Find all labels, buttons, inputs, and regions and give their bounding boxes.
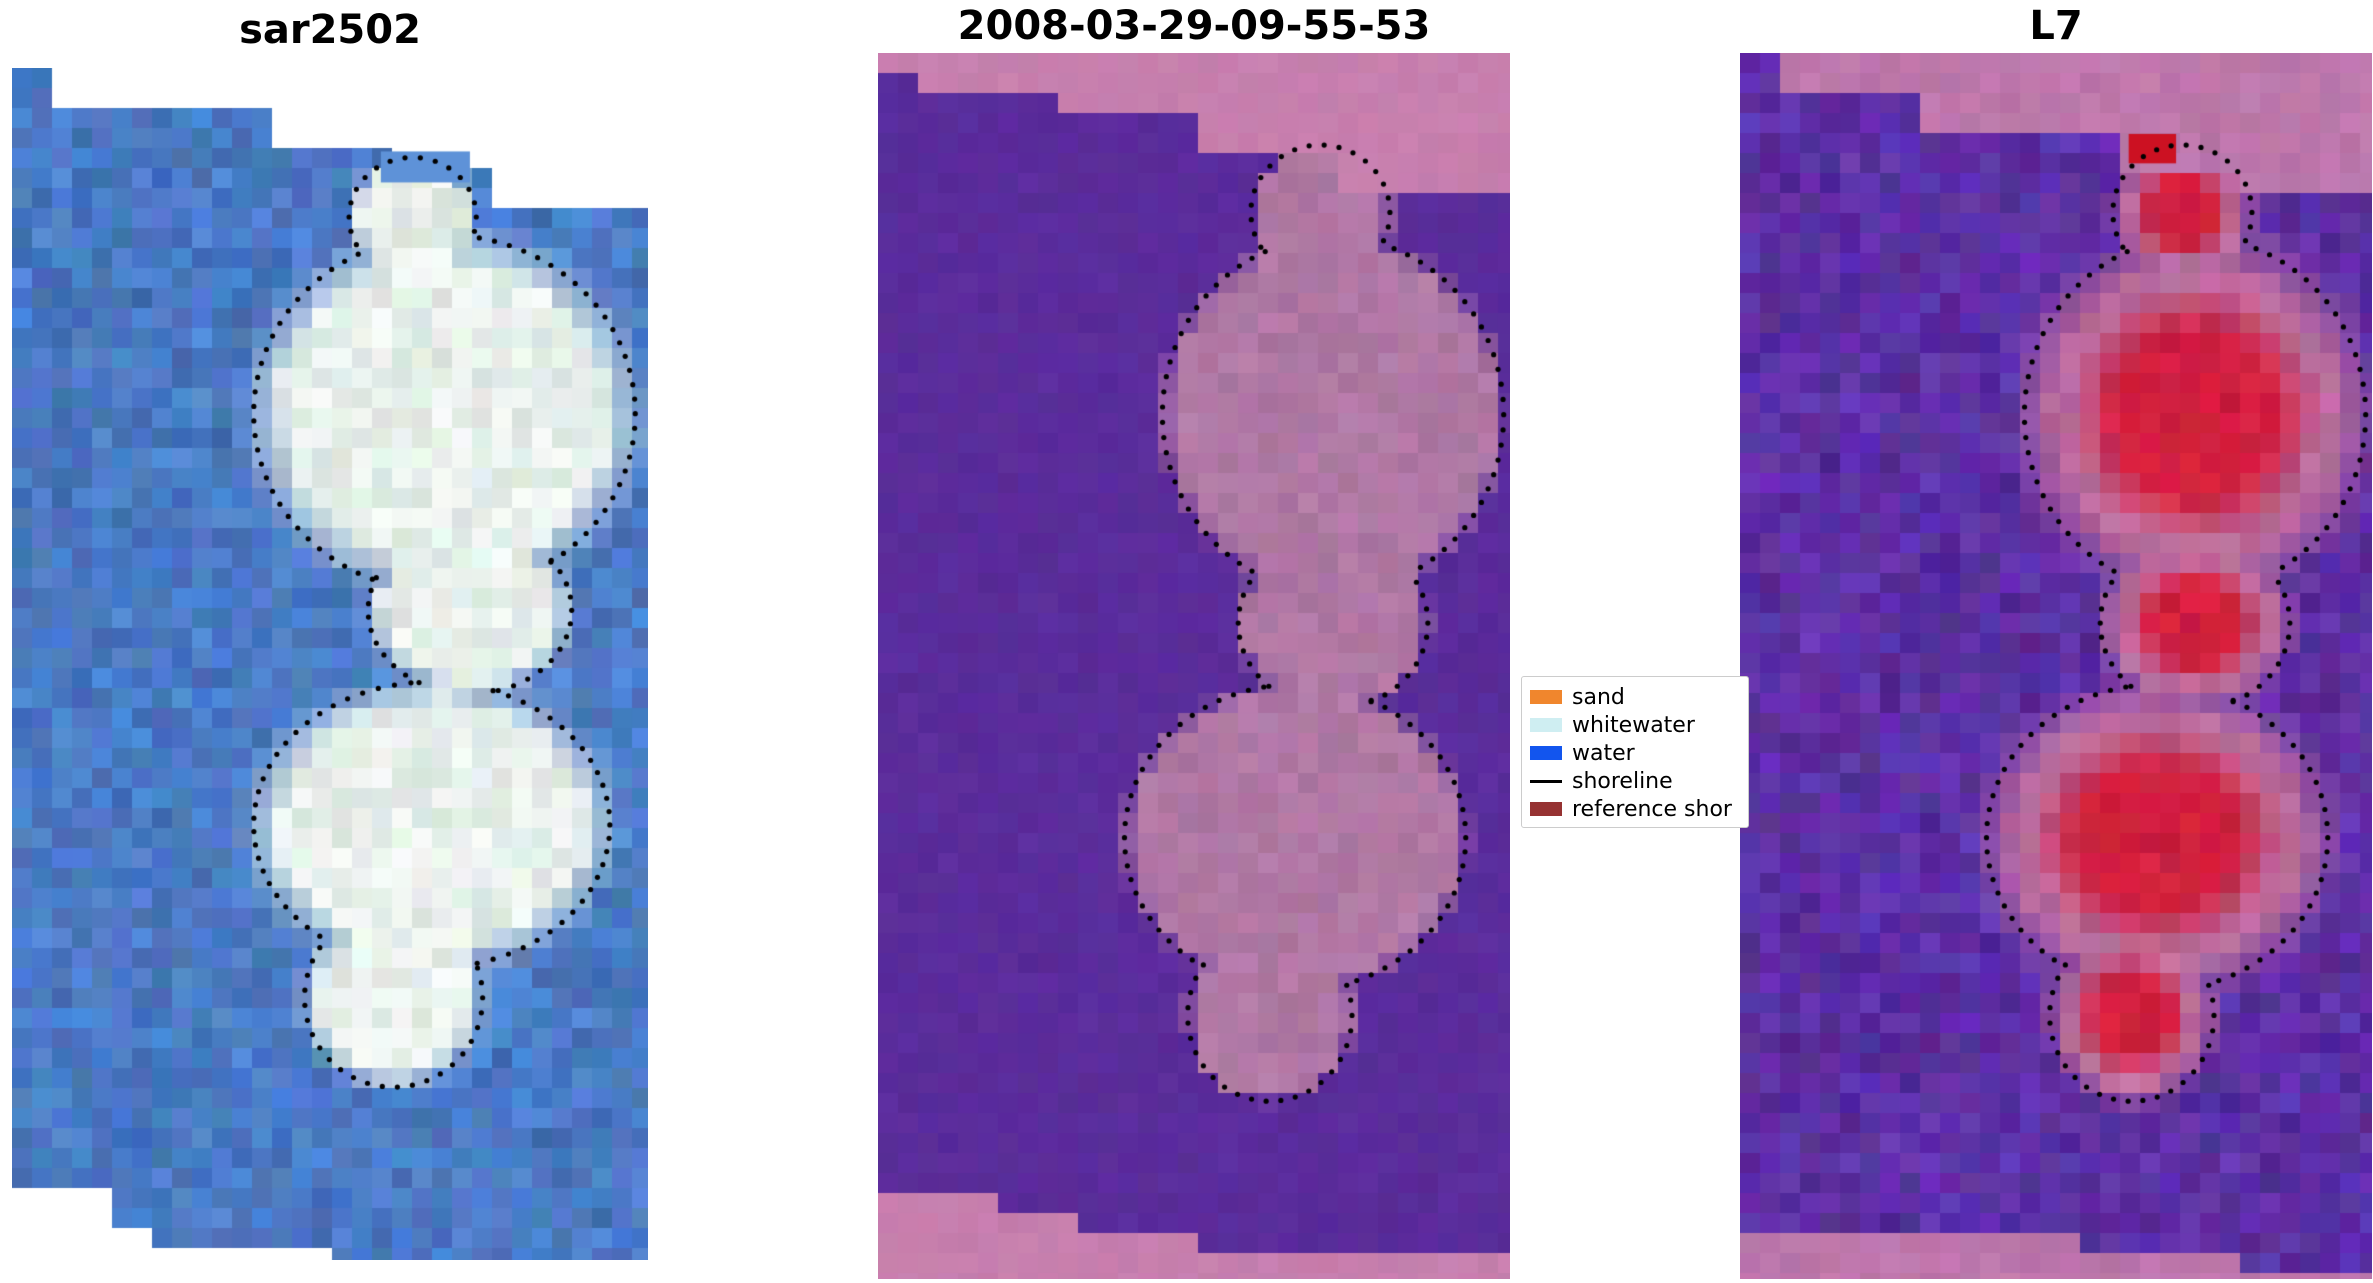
sand-swatch	[1530, 690, 1562, 704]
legend-label-reference-shoreline: reference shor	[1572, 796, 1732, 822]
panel-title-sar2502: sar2502	[239, 7, 421, 53]
legend-entry-shoreline: shoreline	[1530, 767, 1740, 795]
panel-title-timestamp: 2008-03-29-09-55-53	[957, 3, 1431, 49]
legend-label-water: water	[1572, 740, 1635, 766]
legend-entry-reference-shoreline: reference shor	[1530, 795, 1740, 823]
shoreline-line-swatch	[1530, 779, 1562, 783]
water-swatch	[1530, 746, 1562, 760]
l7-image	[1740, 53, 2372, 1279]
legend-label-sand: sand	[1572, 684, 1625, 710]
legend-entry-whitewater: whitewater	[1530, 711, 1740, 739]
sar2502-image	[12, 68, 648, 1260]
legend-label-whitewater: whitewater	[1572, 712, 1695, 738]
legend-entry-sand: sand	[1530, 683, 1740, 711]
classification-image	[878, 53, 1510, 1279]
legend-label-shoreline: shoreline	[1572, 768, 1673, 794]
legend-entry-water: water	[1530, 739, 1740, 767]
reference-shoreline-swatch	[1530, 802, 1562, 816]
legend: sand whitewater water shoreline referenc…	[1521, 676, 1749, 828]
panel-title-l7: L7	[2029, 3, 2083, 49]
whitewater-swatch	[1530, 718, 1562, 732]
